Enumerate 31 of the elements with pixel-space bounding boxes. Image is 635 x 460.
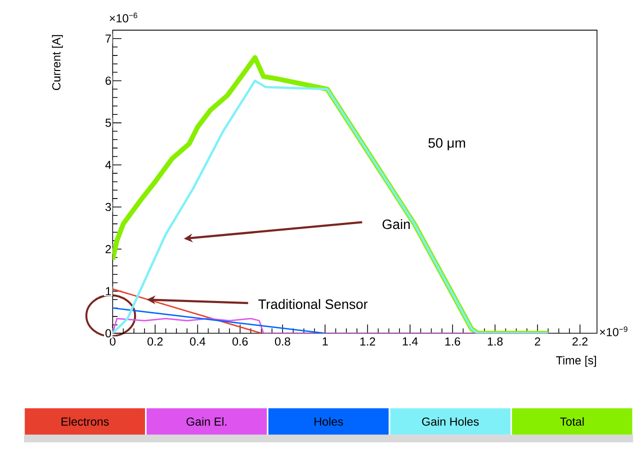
text: Electrons	[62, 417, 109, 426]
text: Holes	[314, 417, 343, 426]
text: Total	[560, 417, 584, 426]
x-axis-title: Time [s]	[556, 356, 596, 367]
y-tick-label: 7	[106, 34, 111, 43]
y-tick-label: 1	[106, 287, 111, 296]
y-tick-label: 0	[105, 329, 112, 338]
text: Gain Holes	[422, 417, 479, 426]
x-tick-label: 1.4	[402, 337, 418, 346]
x-tick-label: 1.6	[445, 337, 460, 346]
text: ×10$^{−9}$	[600, 326, 628, 336]
text: ×10$^{−6}$	[110, 12, 138, 22]
annotation: Gain	[382, 219, 410, 230]
y-tick-label: 6	[106, 76, 111, 85]
y-tick-label: 4	[105, 160, 112, 169]
x-tick-label: 0.6	[232, 337, 248, 346]
x-tick-label: 0.4	[190, 337, 206, 346]
annotation: Traditional Sensor	[258, 299, 368, 310]
x-tick-label: 1.2	[360, 337, 376, 346]
x-tick-label: 0.8	[274, 337, 290, 346]
x-tick-label: 2.2	[572, 337, 588, 346]
y-tick-label: 5	[105, 118, 112, 127]
x-tick-label: 1	[322, 337, 328, 346]
text: Gain El.	[186, 417, 226, 426]
annotation: 50 μm	[428, 138, 466, 150]
x-tick-label: 2	[534, 337, 540, 346]
x-tick-label: 0.2	[148, 337, 163, 346]
y-axis-title: Current [A]	[52, 35, 63, 90]
x-tick-label: 1.8	[488, 337, 503, 346]
y-tick-label: 3	[105, 202, 111, 212]
y-tick-label: 2	[106, 245, 111, 254]
